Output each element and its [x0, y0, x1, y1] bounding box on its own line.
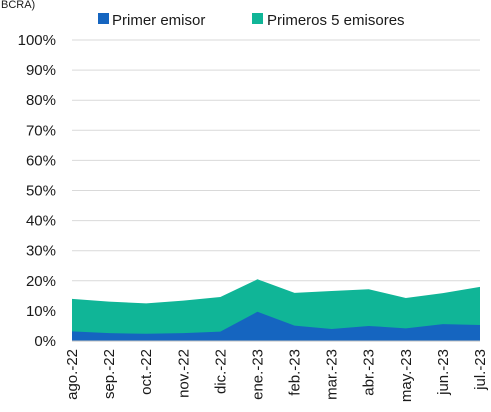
x-tick-label: sep.-22: [101, 349, 118, 399]
y-tick-label: 70%: [26, 122, 56, 139]
chart-title-fragment: BCRA): [1, 0, 35, 11]
x-tick-label: abr.-23: [361, 349, 378, 396]
y-tick-label: 50%: [26, 183, 56, 200]
x-tick-label: may.-23: [398, 349, 415, 402]
y-tick-label: 20%: [26, 273, 56, 290]
x-tick-label: dic.-22: [212, 349, 229, 394]
plot-area: [72, 279, 480, 342]
area-primeros-5-emisores: [72, 279, 480, 341]
y-tick-label: 0%: [34, 333, 56, 350]
x-tick-label: feb.-23: [287, 349, 304, 396]
x-tick-label: ago.-22: [64, 349, 81, 400]
x-tick-label: jun.-23: [435, 349, 452, 396]
y-axis: 0% 10% 20% 30% 40% 50% 60% 70% 80% 90% 100%: [18, 32, 56, 350]
y-tick-label: 40%: [26, 213, 56, 230]
legend: Primer emisor Primeros 5 emisores: [98, 12, 405, 29]
area-primer-emisor: [72, 311, 480, 341]
x-tick-label: mar.-23: [324, 349, 341, 400]
x-axis: ago.-22 sep.-22 oct.-22 nov.-22 dic.-22 ene.-…: [64, 349, 489, 402]
x-tick-label: nov.-22: [175, 349, 192, 398]
x-tick-label: ene.-23: [249, 349, 266, 400]
legend-label-primeros-5-emisores: Primeros 5 emisores: [267, 12, 405, 29]
x-tick-label: oct.-22: [138, 349, 155, 395]
y-tick-label: 90%: [26, 62, 56, 79]
legend-label-primer-emisor: Primer emisor: [112, 12, 205, 29]
y-tick-label: 60%: [26, 152, 56, 169]
y-tick-label: 10%: [26, 303, 56, 320]
y-tick-label: 100%: [18, 32, 56, 49]
gridlines: [72, 39, 480, 312]
legend-swatch-primeros-5-emisores: [252, 13, 263, 24]
y-tick-label: 30%: [26, 243, 56, 260]
y-tick-label: 80%: [26, 92, 56, 109]
x-tick-label: jul.-23: [472, 349, 489, 391]
legend-swatch-primer-emisor: [98, 13, 109, 24]
